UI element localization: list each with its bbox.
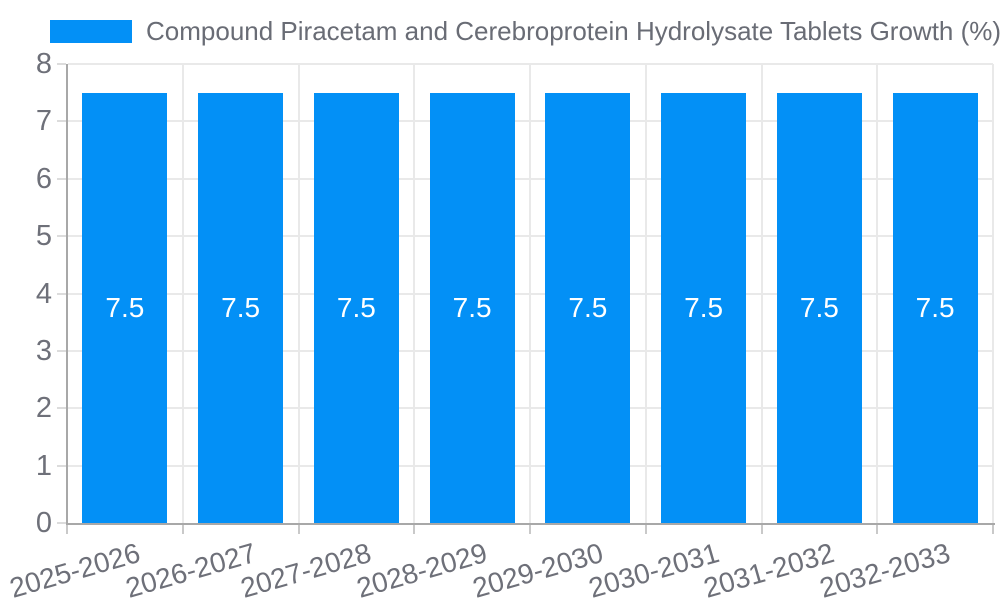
bar-value-label: 7.5 [105, 291, 145, 323]
x-axis-label: 2025-2026 [6, 537, 144, 600]
bar-value-label: 7.5 [684, 291, 724, 323]
bar[interactable]: 7.5 [198, 92, 284, 523]
y-axis-label: 7 [35, 105, 52, 138]
gridline-v [413, 64, 416, 523]
y-axis-label: 0 [35, 507, 52, 539]
y-axis-tick [57, 407, 66, 410]
bar-value-label: 7.5 [452, 291, 492, 323]
y-axis-label: 1 [35, 449, 52, 482]
y-axis-tick [57, 464, 66, 467]
legend-swatch-icon [50, 20, 132, 43]
x-axis-line [66, 523, 995, 525]
x-axis-label: 2027-2028 [237, 537, 375, 600]
bar-value-label: 7.5 [221, 291, 261, 323]
gridline-v [644, 64, 647, 523]
bar[interactable]: 7.5 [776, 92, 862, 523]
gridline-v [297, 64, 300, 523]
bar-value-label: 7.5 [568, 291, 608, 323]
x-axis-tick [876, 525, 879, 534]
x-axis-tick [992, 525, 994, 534]
y-axis-label: 8 [35, 48, 52, 80]
chart-legend[interactable]: Compound Piracetam and Cerebroprotein Hy… [50, 16, 1000, 46]
x-axis-label: 2028-2029 [353, 537, 491, 600]
y-axis-label: 4 [35, 277, 52, 310]
bar[interactable]: 7.5 [82, 92, 168, 523]
y-axis-label: 6 [35, 162, 52, 195]
legend-label: Compound Piracetam and Cerebroprotein Hy… [146, 16, 1000, 46]
x-axis-tick [181, 525, 184, 534]
y-axis-tick [57, 63, 66, 65]
y-axis-label: 2 [35, 392, 52, 425]
gridline-v [181, 64, 184, 523]
bar[interactable]: 7.5 [429, 92, 515, 523]
bar[interactable]: 7.5 [313, 92, 399, 523]
gridline-v [992, 64, 994, 523]
gridline-v [876, 64, 879, 523]
y-axis-label: 3 [35, 334, 52, 367]
bar[interactable]: 7.5 [545, 92, 631, 523]
x-axis-label: 2032-2033 [816, 537, 954, 600]
x-axis-tick [297, 525, 300, 534]
x-axis-tick [529, 525, 531, 534]
gridline-v [529, 64, 531, 523]
x-axis-tick [66, 525, 68, 534]
bar-value-label: 7.5 [336, 291, 376, 323]
bar-value-label: 7.5 [799, 291, 839, 323]
x-axis-tick [413, 525, 416, 534]
bar-value-label: 7.5 [915, 291, 955, 323]
bar[interactable]: 7.5 [892, 92, 978, 523]
x-axis-label: 2030-2031 [584, 537, 723, 600]
y-axis-tick [57, 235, 66, 238]
y-axis-tick [57, 120, 66, 123]
gridline-v [760, 64, 763, 523]
x-axis-label: 2031-2032 [700, 537, 838, 600]
x-axis-tick [760, 525, 763, 534]
x-axis-label: 2026-2027 [121, 537, 260, 600]
y-axis-tick [57, 349, 66, 352]
y-axis-label: 5 [35, 220, 52, 253]
y-axis-tick [57, 292, 66, 295]
x-axis-label: 2029-2030 [469, 537, 607, 600]
y-axis-line [66, 64, 68, 531]
x-axis-tick [644, 525, 647, 534]
y-axis-tick [57, 522, 66, 524]
y-axis-tick [57, 177, 66, 180]
bar[interactable]: 7.5 [661, 92, 747, 523]
